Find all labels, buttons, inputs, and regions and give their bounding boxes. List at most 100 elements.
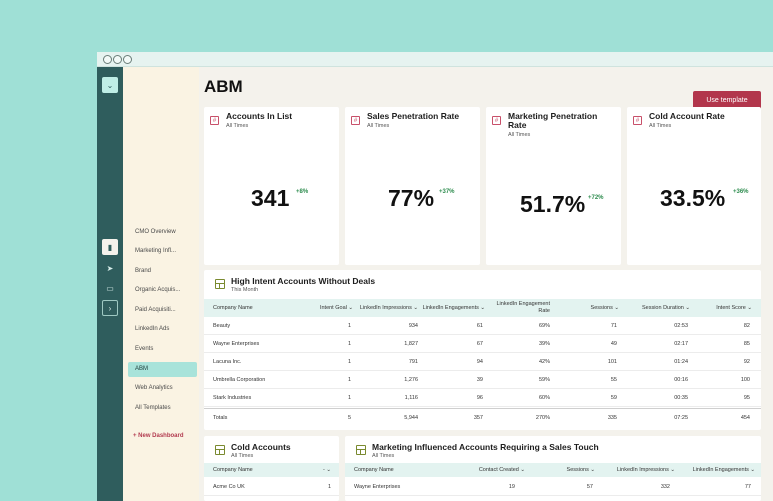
cell-intent-goal: 1 <box>347 341 351 347</box>
kpi-value: 51.7% <box>520 191 586 217</box>
cell-total-sessions: 335 <box>607 415 617 421</box>
kpi-value: 341 <box>251 185 290 211</box>
sidebar-item-abm[interactable]: ABM <box>128 362 197 377</box>
kpi-title: Accounts In List <box>226 111 293 121</box>
metric-hash-icon: # <box>210 116 219 125</box>
column-header-sessions[interactable]: Sessions ⌄ <box>590 304 619 311</box>
cell-company: Lacuna Inc. <box>213 359 242 365</box>
table-icon <box>215 445 225 455</box>
cell-total-intent-score: 454 <box>740 415 750 421</box>
sidebar-item-marketing-influence[interactable]: Marketing Infl... <box>135 248 177 254</box>
column-header-company-name[interactable]: Company Name <box>213 466 253 473</box>
cell-intent-score: 92 <box>743 359 750 365</box>
workspace-dropdown-icon[interactable]: ⌄ <box>102 77 118 93</box>
cell-engagements: 39 <box>476 377 483 383</box>
kpi-card-cold-account-rate: # Cold Account Rate All Times 33.5% +36% <box>627 107 761 265</box>
table-header: Company Name Contact Created ⌄ Sessions … <box>345 463 761 477</box>
window-control-dot-1[interactable] <box>103 55 112 64</box>
cell-intent-score: 85 <box>743 341 750 347</box>
kpi-delta: +8% <box>296 189 309 195</box>
table-row[interactable]: Wayne Enterprises 1 1,827 67 39% 49 02:1… <box>204 335 761 353</box>
cell-engagement-rate: 59% <box>538 377 550 383</box>
table-row[interactable]: Beauty 1 934 61 69% 71 02:53 82 <box>204 317 761 335</box>
cell-totals-label: Totals <box>213 415 228 421</box>
cell-engagement-rate: 39% <box>538 341 550 347</box>
column-header-company-name[interactable]: Company Name <box>213 304 253 311</box>
use-template-button[interactable]: Use template <box>693 91 761 110</box>
column-header-linkedin-engagement-rate[interactable]: LinkedIn Engagement Rate <box>496 301 550 314</box>
column-header-contact-created[interactable]: Contact Created ⌄ <box>478 466 525 473</box>
sidebar-item-web-analytics[interactable]: Web Analytics <box>135 385 173 391</box>
metric-hash-icon: # <box>492 116 501 125</box>
table-icon <box>356 445 366 455</box>
cold-accounts-table-card: Cold Accounts All Times Company Name - ⌄… <box>204 436 339 501</box>
cell-sessions: 57 <box>586 484 593 490</box>
dashboard-icon[interactable]: ▮ <box>102 239 118 255</box>
column-header-linkedin-impressions[interactable]: LinkedIn Impressions ⌄ <box>359 304 418 311</box>
marketing-influenced-table-card: Marketing Influenced Accounts Requiring … <box>345 436 761 501</box>
table-totals-row: Totals 5 5,944 357 270% 335 07:25 454 <box>204 408 761 426</box>
sidebar-item-organic-acquisition[interactable]: Organic Acquis... <box>135 287 181 293</box>
sidebar-item-paid-acquisition[interactable]: Paid Acquisiti... <box>135 307 176 313</box>
metric-hash-icon: # <box>351 116 360 125</box>
column-header-linkedin-impressions[interactable]: LinkedIn Impressions ⌄ <box>616 466 675 473</box>
kpi-title: Sales Penetration Rate <box>367 111 460 121</box>
kpi-card-sales-penetration-rate: # Sales Penetration Rate All Times 77% +… <box>345 107 480 265</box>
column-header-sessions[interactable]: Sessions ⌄ <box>566 466 595 473</box>
sidebar-item-brand[interactable]: Brand <box>135 268 152 274</box>
cell-sessions: 71 <box>610 323 617 329</box>
cell-contact-created: 19 <box>508 484 515 490</box>
cell-company: Wayne Enterprises <box>213 341 260 347</box>
send-icon[interactable]: ➤ <box>106 263 114 273</box>
window-control-dot-3[interactable] <box>123 55 132 64</box>
cell-company: Beauty <box>213 323 231 329</box>
cell-session-duration: 00:16 <box>674 377 688 383</box>
sidebar-item-cmo-overview[interactable]: CMO Overview <box>135 229 176 235</box>
cell-engagements: 77 <box>744 484 751 490</box>
kpi-subtitle: All Times <box>649 123 672 129</box>
high-intent-table-card: High Intent Accounts Without Deals This … <box>204 270 761 430</box>
cell-session-duration: 01:24 <box>674 359 688 365</box>
table-row[interactable]: Lacuna Inc. 1 791 94 42% 101 01:24 92 <box>204 353 761 371</box>
window-control-dot-2[interactable] <box>113 55 122 64</box>
cell-engagements: 94 <box>476 359 483 365</box>
cell-intent-goal: 1 <box>347 359 351 365</box>
cell-intent-goal: 1 <box>347 395 351 401</box>
page-title: ABM <box>204 77 243 96</box>
cell-impressions: 1,827 <box>404 341 418 347</box>
table-row[interactable]: Acme Co UK 1 <box>204 478 339 496</box>
table-row[interactable]: Wayne Enterprises 19 57 332 77 <box>345 478 761 496</box>
document-icon[interactable]: ▭ <box>106 283 114 293</box>
column-header-intent-goal[interactable]: Intent Goal ⌄ <box>319 304 353 311</box>
cell-intent-score: 82 <box>743 323 750 329</box>
column-header-value[interactable]: - ⌄ <box>323 466 331 473</box>
column-header-linkedin-engagements[interactable]: LinkedIn Engagements ⌄ <box>422 304 485 311</box>
sidebar-item-all-templates[interactable]: All Templates <box>135 405 171 411</box>
cell-total-engagements: 357 <box>473 415 483 421</box>
cell-engagement-rate: 69% <box>538 323 550 329</box>
kpi-subtitle: All Times <box>367 123 390 129</box>
cell-total-intent-goal: 5 <box>347 415 351 421</box>
cell-sessions: 55 <box>610 377 617 383</box>
table-row[interactable]: Stark Industries 1 1,116 96 60% 59 00:35… <box>204 389 761 407</box>
cell-engagements: 96 <box>476 395 483 401</box>
dashboard-sidebar: CMO Overview Marketing Infl... Brand Org… <box>123 67 199 501</box>
sidebar-item-linkedin-ads[interactable]: LinkedIn Ads <box>135 326 170 332</box>
cell-total-impressions: 5,944 <box>404 415 418 421</box>
cell-impressions: 934 <box>408 323 418 329</box>
kpi-subtitle: All Times <box>508 132 531 138</box>
column-header-session-duration[interactable]: Session Duration ⌄ <box>641 304 690 311</box>
cell-impressions: 791 <box>408 359 418 365</box>
new-dashboard-link[interactable]: + New Dashboard <box>133 433 184 439</box>
column-header-intent-score[interactable]: Intent Score ⌄ <box>716 304 752 311</box>
table-title: Marketing Influenced Accounts Requiring … <box>372 442 599 452</box>
column-header-company-name[interactable]: Company Name <box>354 466 394 473</box>
column-header-linkedin-engagements[interactable]: LinkedIn Engagements ⌄ <box>692 466 755 473</box>
kpi-card-marketing-penetration-rate: # Marketing Penetration Rate All Times 5… <box>486 107 621 265</box>
cell-session-duration: 02:53 <box>674 323 688 329</box>
cell-company: Stark Industries <box>213 395 252 401</box>
sidebar-item-events[interactable]: Events <box>135 346 154 352</box>
expand-arrow-icon[interactable]: › <box>102 300 118 316</box>
icon-rail: ⌄ ▮ ➤ ▭ › <box>97 67 123 501</box>
table-row[interactable]: Umbrella Corporation 1 1,276 39 59% 55 0… <box>204 371 761 389</box>
